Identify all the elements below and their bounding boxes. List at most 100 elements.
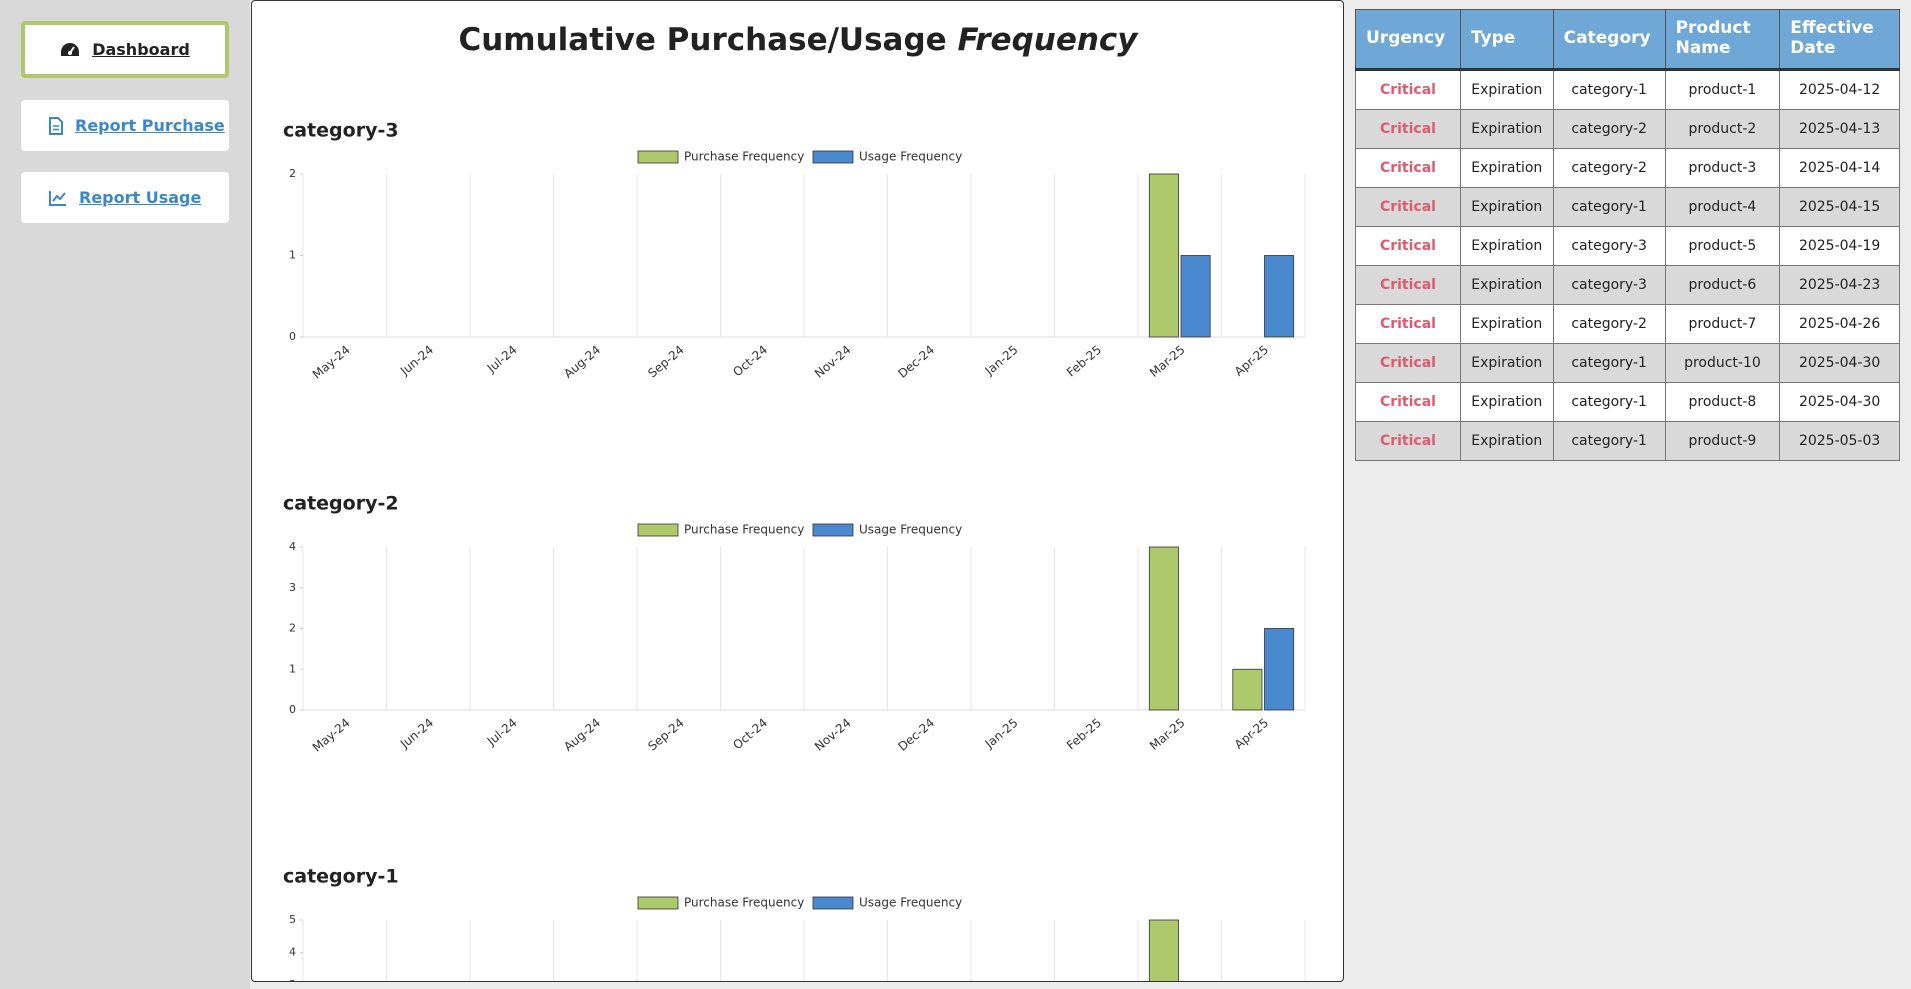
- table-cell: category-1: [1552, 343, 1666, 383]
- page-title: Cumulative Purchase/Usage Frequency: [458, 22, 1139, 58]
- table-body: Critical Expiration category-1 product-1 202…: [1355, 69, 1900, 461]
- x-tick-label: Dec-24: [895, 343, 937, 381]
- column-header: Product Name: [1664, 9, 1781, 71]
- table-row: Critical Expiration category-1 product-8 202…: [1355, 382, 1900, 422]
- legend-swatch: [812, 896, 854, 910]
- table-cell: Expiration: [1459, 109, 1554, 149]
- x-tick-label: Sep-24: [645, 343, 686, 381]
- table-cell: Expiration: [1459, 69, 1554, 110]
- table-cell: product-1: [1664, 69, 1781, 110]
- column-header: Effective Date: [1779, 9, 1900, 71]
- table-cell: 2025-04-12: [1779, 69, 1900, 110]
- table-header: Urgency Type Category Product Name Effective…: [1355, 9, 1900, 71]
- table-cell: category-1: [1552, 187, 1666, 227]
- sidebar: Dashboard Report Purchase Report Usage: [0, 0, 250, 989]
- x-tick-label: Jul-24: [484, 716, 520, 749]
- urgency-cell: Critical: [1355, 304, 1461, 344]
- x-tick-label: Apr-25: [1232, 343, 1271, 379]
- x-tick-label: Feb-25: [1064, 343, 1104, 380]
- table-cell: category-1: [1552, 69, 1666, 110]
- table-row: Critical Expiration category-3 product-6 202…: [1355, 265, 1900, 305]
- table-cell: category-2: [1552, 109, 1666, 149]
- urgency-cell: Critical: [1355, 69, 1461, 110]
- title-text: Cumulative Purchase/Usage: [458, 22, 946, 58]
- table-cell: product-4: [1664, 187, 1781, 227]
- nav-label: Report Purchase: [75, 116, 225, 135]
- y-tick-label: 5: [289, 913, 296, 926]
- table-row: Critical Expiration category-1 product-9 202…: [1355, 421, 1900, 461]
- legend-swatch: [637, 523, 679, 537]
- alerts-table: Urgency Type Category Product Name Effective…: [1355, 9, 1900, 461]
- column-header: Type: [1459, 9, 1554, 71]
- urgency-cell: Critical: [1355, 148, 1461, 188]
- table-cell: 2025-04-30: [1779, 382, 1900, 422]
- table-cell: category-1: [1552, 382, 1666, 422]
- x-tick-label: Dec-24: [895, 716, 937, 754]
- table-cell: product-8: [1664, 382, 1781, 422]
- table-cell: 2025-04-26: [1779, 304, 1900, 344]
- x-tick-label: Jun-24: [397, 716, 436, 752]
- y-tick-label: 3: [289, 978, 296, 982]
- legend-label: Purchase Frequency: [684, 523, 804, 537]
- bar: [1180, 255, 1211, 338]
- table-cell: 2025-04-14: [1779, 148, 1900, 188]
- chart-title: category-1: [283, 866, 399, 888]
- legend-swatch: [637, 896, 679, 910]
- table-cell: Expiration: [1459, 226, 1554, 266]
- legend-swatch: [637, 150, 679, 164]
- nav-report-usage[interactable]: Report Usage: [21, 172, 229, 223]
- y-tick-label: 0: [289, 703, 296, 716]
- y-tick-label: 2: [289, 167, 296, 180]
- table-cell: product-6: [1664, 265, 1781, 305]
- legend-label: Usage Frequency: [859, 523, 962, 537]
- bar: [1264, 255, 1295, 338]
- table-row: Critical Expiration category-3 product-5 202…: [1355, 226, 1900, 266]
- chart-title: category-2: [283, 493, 399, 515]
- table-cell: product-5: [1664, 226, 1781, 266]
- x-tick-label: May-24: [310, 343, 353, 382]
- x-tick-label: Feb-25: [1064, 716, 1104, 753]
- x-tick-label: Jun-24: [397, 343, 436, 379]
- table-cell: category-2: [1552, 304, 1666, 344]
- x-tick-label: Jan-25: [982, 343, 1021, 379]
- bar: [1264, 628, 1295, 711]
- x-tick-label: Aug-24: [561, 716, 603, 754]
- y-tick-label: 4: [289, 946, 296, 959]
- nav-report-purchase[interactable]: Report Purchase: [21, 100, 229, 151]
- y-tick-label: 2: [289, 622, 296, 635]
- title-emphasis: Frequency: [957, 22, 1139, 58]
- nav-label: Dashboard: [92, 40, 190, 59]
- legend-label: Purchase Frequency: [684, 896, 804, 910]
- x-tick-label: Sep-24: [645, 716, 686, 754]
- charts: Cumulative Purchase/Usage Frequency cate…: [283, 22, 1306, 982]
- table-cell: Expiration: [1459, 148, 1554, 188]
- x-tick-label: Jan-25: [982, 716, 1021, 752]
- y-tick-label: 4: [289, 540, 296, 553]
- legend-swatch: [812, 523, 854, 537]
- document-icon: [49, 116, 63, 135]
- y-tick-label: 1: [289, 249, 296, 262]
- chart-title: category-3: [283, 120, 399, 142]
- x-tick-label: Oct-24: [730, 343, 770, 380]
- x-tick-label: Mar-25: [1147, 343, 1188, 380]
- table-cell: category-3: [1552, 226, 1666, 266]
- table-cell: category-2: [1552, 148, 1666, 188]
- table-cell: Expiration: [1459, 421, 1554, 461]
- x-tick-label: Nov-24: [812, 343, 854, 381]
- table-cell: Expiration: [1459, 343, 1554, 383]
- bar: [1148, 173, 1179, 338]
- x-tick-label: Oct-24: [730, 716, 770, 753]
- nav-dashboard[interactable]: Dashboard: [21, 21, 229, 78]
- table-cell: 2025-04-13: [1779, 109, 1900, 149]
- x-tick-label: Nov-24: [812, 716, 854, 754]
- bar: [1232, 668, 1263, 711]
- table-cell: Expiration: [1459, 304, 1554, 344]
- table-row: Critical Expiration category-2 product-7 202…: [1355, 304, 1900, 344]
- x-tick-label: Aug-24: [561, 343, 603, 381]
- table-cell: product-7: [1664, 304, 1781, 344]
- table-cell: product-3: [1664, 148, 1781, 188]
- table-row: Critical Expiration category-2 product-2 202…: [1355, 109, 1900, 149]
- table-cell: 2025-04-23: [1779, 265, 1900, 305]
- legend-label: Usage Frequency: [859, 150, 962, 164]
